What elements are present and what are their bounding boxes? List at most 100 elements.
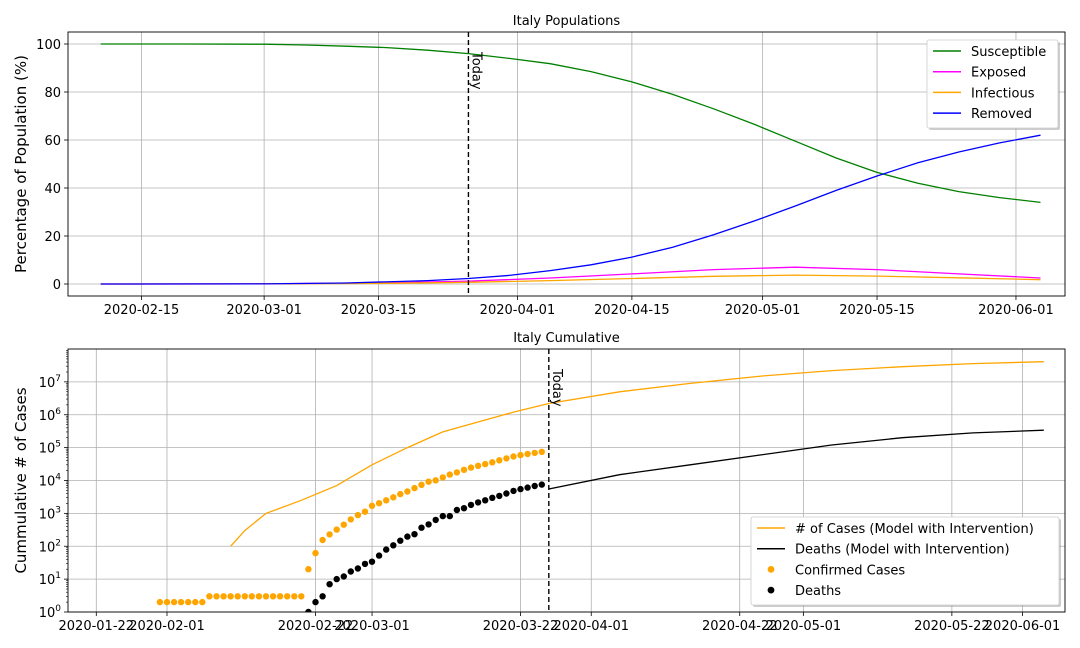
data-point xyxy=(368,558,376,565)
data-point xyxy=(453,469,461,476)
data-point xyxy=(220,593,227,600)
data-point xyxy=(383,546,390,553)
data-point xyxy=(354,565,362,572)
axes-frame xyxy=(67,348,1066,613)
x-tick-label: 2020-06-01 xyxy=(985,619,1061,634)
populations-panel: 2020-02-15 2020-03-01 2020-03-15 2020-04-01… xyxy=(12,14,1066,318)
data-point xyxy=(199,598,206,606)
x-tick-label: 2020-04-15 xyxy=(594,303,670,318)
data-point xyxy=(333,526,340,533)
x-tick-label: 2020-05-15 xyxy=(839,303,915,318)
data-point xyxy=(418,524,425,531)
data-point xyxy=(177,598,185,606)
y-tick-label: 104 xyxy=(39,473,62,490)
x-tick-label: 2020-02-01 xyxy=(129,619,205,634)
data-point xyxy=(467,501,475,509)
data-point xyxy=(531,482,538,490)
legend-label: Deaths (Model with Intervention) xyxy=(795,543,1010,558)
legend-label: Removed xyxy=(971,107,1032,122)
y-tick-label: 20 xyxy=(44,230,61,245)
chart-title: Italy Populations xyxy=(513,14,621,29)
data-point xyxy=(517,451,524,459)
y-tick-label: 100 xyxy=(39,604,62,621)
x-tick-label: 2020-04-01 xyxy=(480,303,556,318)
data-point xyxy=(524,450,531,458)
data-point xyxy=(375,500,383,507)
data-point xyxy=(192,598,199,606)
y-tick-label: 106 xyxy=(39,407,62,424)
data-point xyxy=(503,490,510,497)
data-point xyxy=(248,593,255,600)
legend-label: Infectious xyxy=(971,86,1035,101)
data-point xyxy=(460,505,468,512)
y-tick-label: 105 xyxy=(39,440,61,457)
data-point xyxy=(213,593,220,600)
data-point xyxy=(482,497,489,504)
data-point xyxy=(397,537,404,544)
plot-area xyxy=(100,43,1041,285)
data-point xyxy=(503,455,510,462)
data-point xyxy=(482,460,489,468)
data-point xyxy=(284,593,291,600)
axes-frame xyxy=(67,31,1066,297)
legend-label: Confirmed Cases xyxy=(795,563,905,578)
data-point xyxy=(319,593,326,600)
x-tick-label: 2020-04-01 xyxy=(553,619,629,634)
today-label: Today xyxy=(549,368,564,407)
legend: # of Cases (Model with Intervention) Deat… xyxy=(750,516,1061,607)
data-point xyxy=(298,593,305,600)
series-line xyxy=(100,43,1041,204)
data-point xyxy=(524,484,531,491)
data-point xyxy=(305,608,312,612)
today-label: Today xyxy=(468,51,483,90)
data-point xyxy=(354,511,362,519)
x-tick-label: 2020-03-22 xyxy=(483,619,559,634)
x-tick-label: 2020-04-22 xyxy=(702,619,778,634)
data-point xyxy=(404,533,411,540)
data-point xyxy=(460,466,468,473)
x-tick-label: 2020-03-15 xyxy=(341,303,417,318)
x-tick-label: 2020-05-01 xyxy=(766,619,842,634)
x-tick-label: 2020-06-01 xyxy=(978,303,1054,318)
x-tick-label: 2020-02-22 xyxy=(278,619,354,634)
chart-title: Italy Cumulative xyxy=(513,331,620,346)
data-point xyxy=(276,593,284,600)
data-point xyxy=(397,490,404,498)
data-point xyxy=(531,449,538,457)
data-point xyxy=(234,593,241,600)
y-tick-label: 80 xyxy=(44,86,61,101)
data-point xyxy=(439,474,446,481)
series-line xyxy=(100,134,1041,285)
data-point xyxy=(361,560,369,568)
data-point xyxy=(347,568,354,575)
data-point xyxy=(347,516,354,523)
y-axis-label: Percentage of Population (%) xyxy=(12,55,30,273)
data-point xyxy=(489,494,496,501)
data-point xyxy=(383,497,390,504)
data-point xyxy=(489,459,496,466)
data-point xyxy=(255,593,263,600)
x-tick-label: 2020-05-22 xyxy=(914,619,990,634)
legend-swatch xyxy=(767,586,775,594)
y-tick-label: 100 xyxy=(36,38,61,53)
legend-swatch xyxy=(767,566,775,573)
data-point xyxy=(418,481,425,488)
x-tick-label: 2020-01-22 xyxy=(59,619,135,634)
data-point xyxy=(390,494,397,501)
y-tick-label: 101 xyxy=(39,571,61,588)
legend-box xyxy=(926,39,1059,129)
data-point xyxy=(517,485,524,493)
data-point xyxy=(439,512,446,520)
data-point xyxy=(269,593,277,600)
legend-label: Exposed xyxy=(971,66,1026,81)
data-point xyxy=(411,531,418,538)
data-point xyxy=(312,598,319,606)
x-tick-label: 2020-03-01 xyxy=(226,303,302,318)
x-tick-label: 2020-03-01 xyxy=(334,619,410,634)
y-tick-label: 60 xyxy=(44,134,61,149)
data-point xyxy=(467,464,475,471)
data-point xyxy=(163,598,171,606)
series-line xyxy=(548,429,1044,490)
data-point xyxy=(425,521,432,528)
